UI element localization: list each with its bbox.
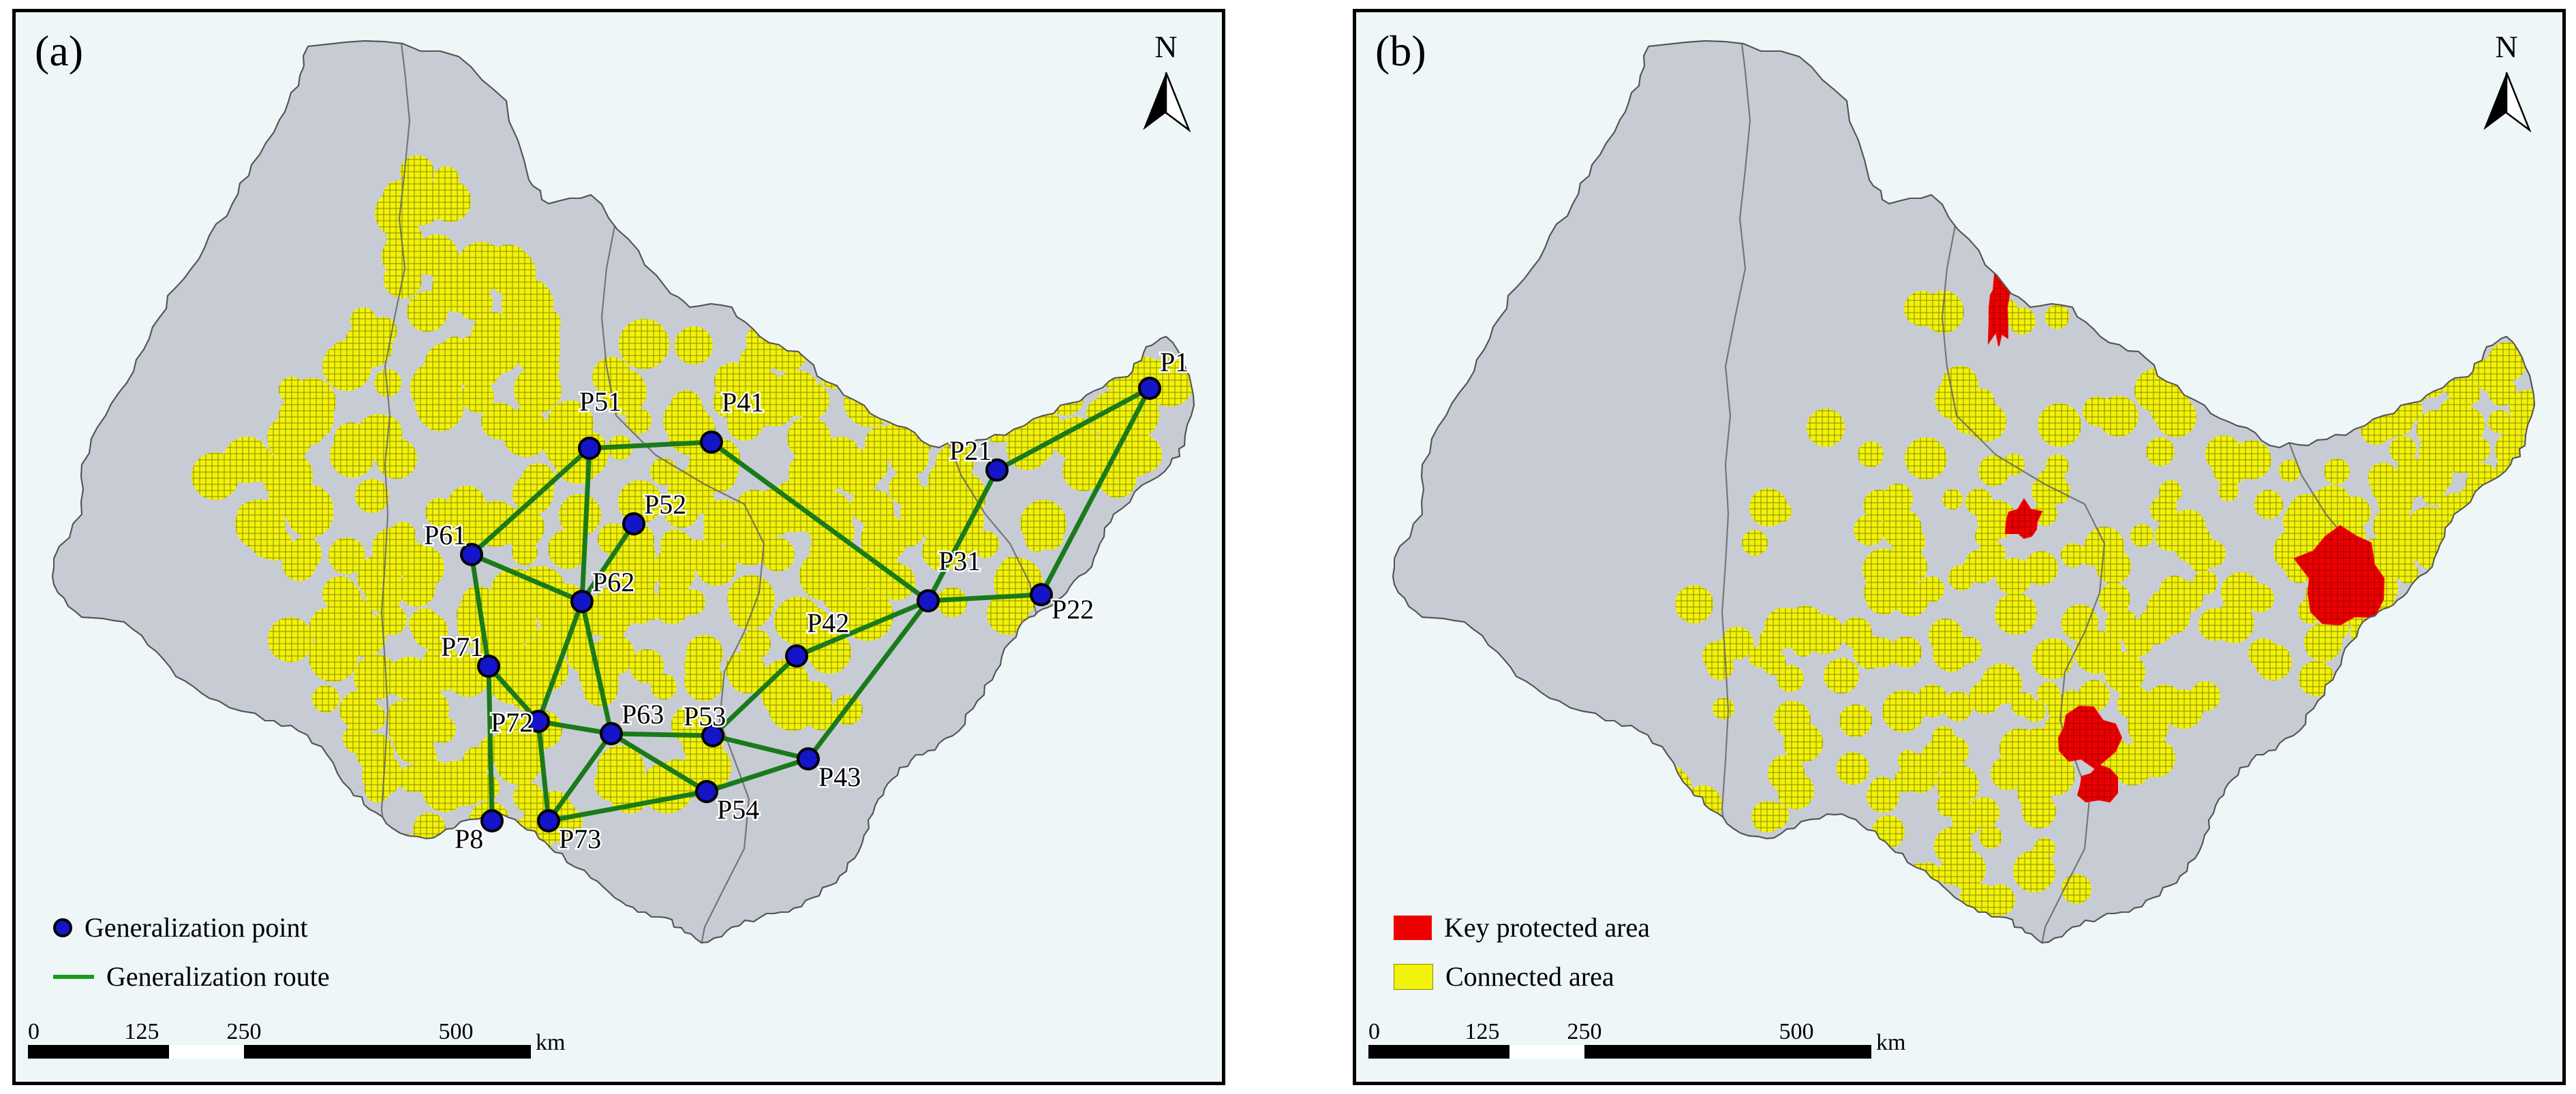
svg-text:P31: P31 [938, 546, 981, 576]
svg-text:P1: P1 [1160, 347, 1189, 377]
svg-text:P51: P51 [579, 386, 622, 417]
svg-text:P22: P22 [1052, 594, 1094, 625]
svg-text:P21: P21 [949, 435, 992, 466]
svg-text:P41: P41 [722, 387, 764, 418]
svg-text:P71: P71 [441, 631, 483, 662]
svg-text:P53: P53 [684, 701, 726, 732]
svg-text:P43: P43 [818, 762, 861, 792]
svg-text:P54: P54 [717, 794, 759, 825]
svg-text:P61: P61 [424, 520, 466, 550]
svg-text:P52: P52 [644, 489, 686, 520]
svg-text:P73: P73 [559, 824, 601, 854]
svg-text:P72: P72 [491, 707, 533, 738]
svg-text:P63: P63 [622, 699, 664, 730]
svg-text:P42: P42 [807, 608, 849, 638]
svg-text:P8: P8 [455, 824, 483, 854]
svg-text:P62: P62 [592, 567, 634, 597]
